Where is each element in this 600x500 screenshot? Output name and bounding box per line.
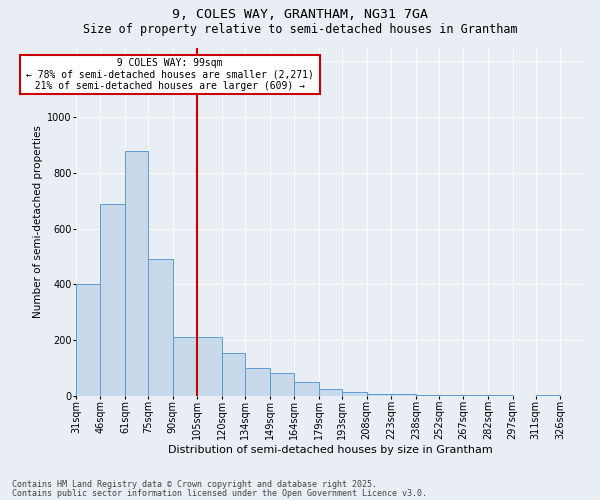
Text: 9, COLES WAY, GRANTHAM, NG31 7GA: 9, COLES WAY, GRANTHAM, NG31 7GA [172, 8, 428, 20]
Bar [416, 395, 439, 396]
Bar [367, 394, 391, 396]
Bar [294, 382, 319, 396]
Y-axis label: Number of semi-detached properties: Number of semi-detached properties [33, 125, 43, 318]
Bar [222, 352, 245, 396]
Bar [319, 389, 342, 396]
Bar [391, 394, 416, 396]
Bar [76, 284, 100, 396]
Bar [245, 368, 269, 396]
Bar [148, 260, 173, 396]
Text: Contains HM Land Registry data © Crown copyright and database right 2025.: Contains HM Land Registry data © Crown c… [12, 480, 377, 489]
Bar [197, 338, 222, 396]
Text: Size of property relative to semi-detached houses in Grantham: Size of property relative to semi-detach… [83, 22, 517, 36]
X-axis label: Distribution of semi-detached houses by size in Grantham: Distribution of semi-detached houses by … [168, 445, 493, 455]
Text: Contains public sector information licensed under the Open Government Licence v3: Contains public sector information licen… [12, 489, 427, 498]
Text: 9 COLES WAY: 99sqm  
← 78% of semi-detached houses are smaller (2,271)
  21% of : 9 COLES WAY: 99sqm ← 78% of semi-detache… [23, 58, 317, 91]
Bar [100, 204, 125, 396]
Bar [173, 338, 197, 396]
Bar [439, 395, 463, 396]
Bar [342, 392, 367, 396]
Bar [269, 374, 294, 396]
Bar [125, 150, 148, 396]
